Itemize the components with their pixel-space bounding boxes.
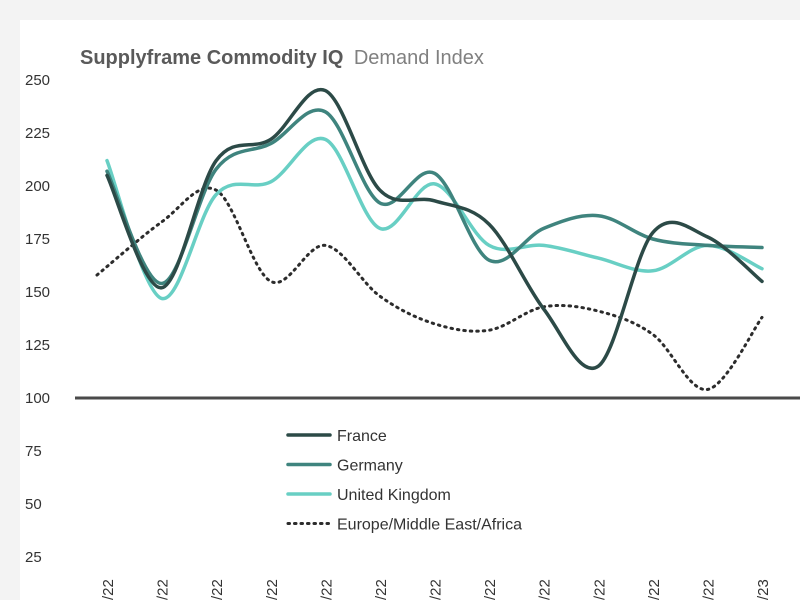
- x-tick-label: /22: [700, 579, 717, 600]
- x-tick-label: /22: [318, 579, 335, 600]
- x-tick-label: /22: [100, 579, 117, 600]
- y-tick-label: 25: [25, 549, 42, 566]
- series-line-united-kingdom: [105, 136, 764, 301]
- chart-title: Supplyframe Commodity IQ Demand Index: [80, 47, 484, 69]
- y-tick-label: 75: [25, 443, 42, 460]
- x-tick-label: /22: [428, 579, 445, 600]
- x-tick-label: /22: [646, 579, 663, 600]
- x-tick-label: /22: [209, 579, 226, 600]
- legend-label: United Kingdom: [337, 487, 451, 504]
- series-line-europe-middle-east-africa: [95, 186, 764, 392]
- y-tick-label: 50: [25, 496, 42, 513]
- x-tick-label: /23: [755, 579, 772, 600]
- legend-label: Europe/Middle East/Africa: [337, 517, 522, 534]
- legend-label: France: [337, 428, 387, 445]
- y-tick-label: 200: [25, 178, 50, 195]
- y-tick-label: 250: [25, 72, 50, 89]
- x-tick-label: /22: [537, 579, 554, 600]
- y-tick-label: 150: [25, 284, 50, 301]
- x-tick-label: /22: [155, 579, 172, 600]
- series-lines: [95, 87, 764, 392]
- y-tick-label: 225: [25, 125, 50, 142]
- y-axis: 25 50 75 100 125 150 175 200 225 250: [25, 72, 800, 566]
- chart-title-light: Demand Index: [354, 47, 484, 69]
- series-line-germany: [105, 108, 764, 286]
- demand-index-chart: Supplyframe Commodity IQ Demand Index 25…: [25, 47, 800, 600]
- legend: France Germany United Kingdom Europe/Middle…: [286, 428, 522, 534]
- x-axis: /22/22/22/22/22/22/22/22/22/22/22/22/23: [100, 579, 772, 600]
- x-tick-label: /22: [591, 579, 608, 600]
- series-line-france: [105, 87, 764, 371]
- x-tick-label: /22: [482, 579, 499, 600]
- chart-card: Supplyframe Commodity IQ Demand Index 25…: [20, 20, 800, 600]
- y-tick-label: 100: [25, 390, 50, 407]
- x-tick-label: /22: [373, 579, 390, 600]
- chart-title-bold: Supplyframe Commodity IQ: [80, 47, 343, 69]
- y-tick-label: 125: [25, 337, 50, 354]
- x-tick-label: /22: [264, 579, 281, 600]
- legend-label: Germany: [337, 458, 403, 475]
- y-tick-label: 175: [25, 231, 50, 248]
